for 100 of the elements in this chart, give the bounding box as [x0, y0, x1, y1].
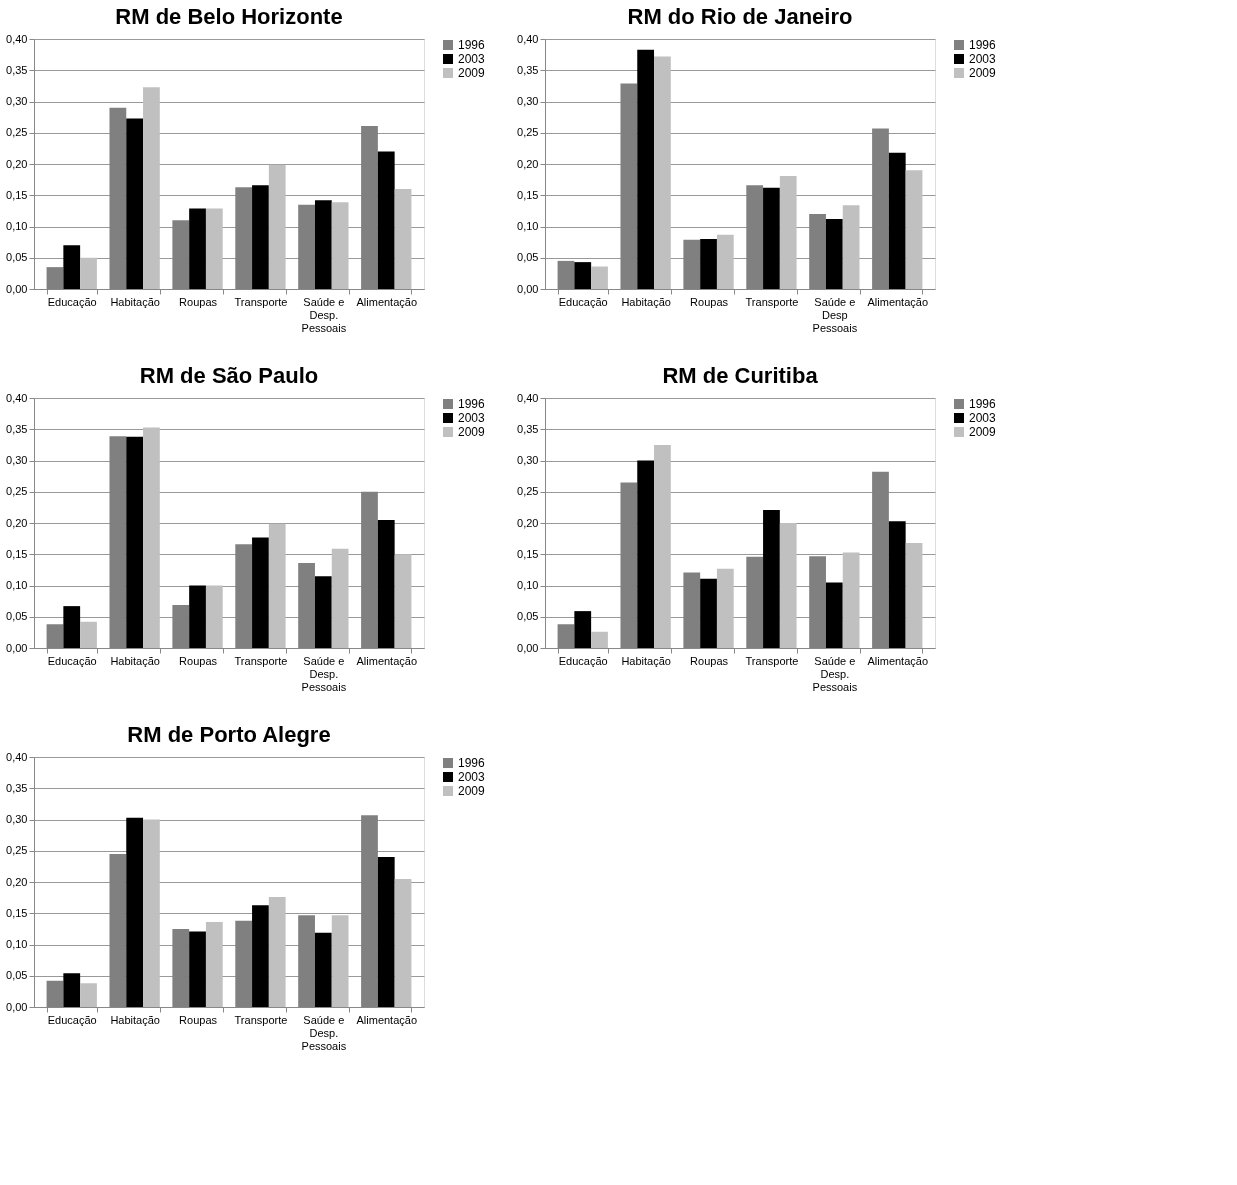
y-tick-label: 0,15	[6, 906, 28, 919]
x-tick-label: Transporte	[745, 654, 799, 667]
x-tick-label: Transporte	[234, 1013, 288, 1026]
y-tick-label: 0,00	[517, 282, 539, 295]
bar	[377, 857, 395, 1007]
bar	[394, 554, 412, 648]
bar	[268, 897, 286, 1007]
bar	[63, 973, 81, 1007]
y-tick-label: 0,30	[6, 95, 28, 107]
x-tick-label: Habitação	[110, 654, 160, 667]
y-tick-label: 0,20	[517, 516, 539, 529]
bar	[143, 819, 160, 1007]
x-tick-label: Habitação	[110, 1013, 160, 1026]
x-tick-label: Saúde e Desp. Pessoais	[812, 654, 858, 693]
chart-title: RM de Porto Alegre	[127, 722, 331, 747]
bar	[268, 523, 286, 648]
legend-label: 1996	[969, 38, 997, 52]
x-tick-label: Saúde e Desp. Pessoais	[301, 295, 347, 334]
bar	[80, 257, 97, 289]
legend-label: 2009	[969, 66, 997, 80]
legend-label: 1996	[458, 756, 486, 770]
x-tick-label: Transporte	[234, 654, 288, 667]
legend-label: 2009	[458, 784, 486, 798]
bar	[574, 611, 592, 648]
y-tick-label: 0,10	[6, 938, 28, 950]
y-tick-label: 0,35	[6, 422, 28, 435]
bar	[189, 931, 206, 1007]
bar	[700, 578, 717, 648]
bar	[700, 239, 717, 289]
x-tick-label: Habitação	[621, 654, 671, 667]
y-tick-label: 0,40	[6, 32, 28, 45]
legend-label: 1996	[969, 397, 997, 411]
y-tick-label: 0,10	[6, 579, 28, 591]
bar	[268, 164, 286, 289]
y-tick-label: 0,25	[517, 126, 539, 139]
y-tick-label: 0,15	[517, 547, 539, 560]
bar	[331, 548, 349, 648]
x-tick-label: Habitação	[621, 295, 671, 308]
y-tick-label: 0,00	[6, 641, 28, 654]
bar	[377, 519, 395, 648]
y-tick-label: 0,00	[6, 282, 28, 295]
x-tick-label: Educação	[558, 295, 608, 308]
bar	[80, 621, 97, 648]
y-tick-label: 0,40	[6, 391, 28, 404]
x-tick-label: Saúde e Desp Pessoais	[812, 295, 858, 334]
y-tick-label: 0,20	[6, 157, 28, 170]
bar	[825, 582, 843, 648]
legend-label: 2009	[969, 425, 997, 439]
x-tick-label: Roupas	[179, 295, 218, 308]
bar	[126, 436, 144, 648]
bar	[842, 205, 860, 289]
x-tick-label: Educação	[558, 654, 608, 667]
chart-title: RM de São Paulo	[139, 363, 319, 388]
bar	[189, 585, 206, 648]
y-tick-label: 0,20	[6, 516, 28, 529]
x-tick-label: Habitação	[110, 295, 160, 308]
bar	[905, 543, 923, 648]
y-tick-label: 0,35	[6, 63, 28, 76]
y-tick-label: 0,30	[6, 813, 28, 825]
x-tick-label: Alimentação	[356, 1013, 418, 1026]
y-tick-label: 0,35	[517, 63, 539, 76]
bar	[80, 983, 97, 1007]
y-tick-label: 0,30	[517, 454, 539, 466]
y-tick-label: 0,20	[517, 157, 539, 170]
legend-label: 2003	[969, 52, 997, 66]
y-tick-label: 0,30	[517, 95, 539, 107]
bar	[205, 208, 223, 289]
bar	[331, 202, 349, 289]
legend-label: 2003	[458, 52, 486, 66]
bar	[314, 200, 332, 289]
y-tick-label: 0,40	[517, 391, 539, 404]
y-tick-label: 0,25	[6, 126, 28, 139]
bar	[574, 262, 592, 289]
x-tick-label: Educação	[47, 1013, 97, 1026]
x-tick-label: Educação	[47, 295, 97, 308]
y-tick-label: 0,10	[517, 220, 539, 232]
y-tick-label: 0,40	[517, 32, 539, 45]
x-tick-label: Alimentação	[867, 295, 929, 308]
legend-label: 2003	[458, 411, 486, 425]
bar	[763, 509, 780, 648]
bar	[779, 523, 797, 648]
legend-label: 2009	[458, 425, 486, 439]
legend-label: 2003	[458, 770, 486, 784]
bar	[205, 585, 223, 648]
y-tick-label: 0,30	[6, 454, 28, 466]
bar	[591, 631, 608, 648]
bar	[637, 49, 655, 289]
bar	[126, 118, 144, 289]
bar	[63, 606, 81, 648]
bar	[779, 175, 797, 289]
bar	[143, 427, 160, 648]
y-tick-label: 0,35	[517, 422, 539, 435]
x-tick-label: Saúde e Desp. Pessoais	[301, 654, 347, 693]
y-tick-label: 0,25	[517, 485, 539, 498]
legend-label: 2003	[969, 411, 997, 425]
chart-title: RM do Rio de Janeiro	[627, 4, 853, 29]
y-tick-label: 0,10	[6, 220, 28, 232]
y-tick-label: 0,25	[6, 485, 28, 498]
y-tick-label: 0,25	[6, 844, 28, 857]
bar	[654, 56, 671, 289]
